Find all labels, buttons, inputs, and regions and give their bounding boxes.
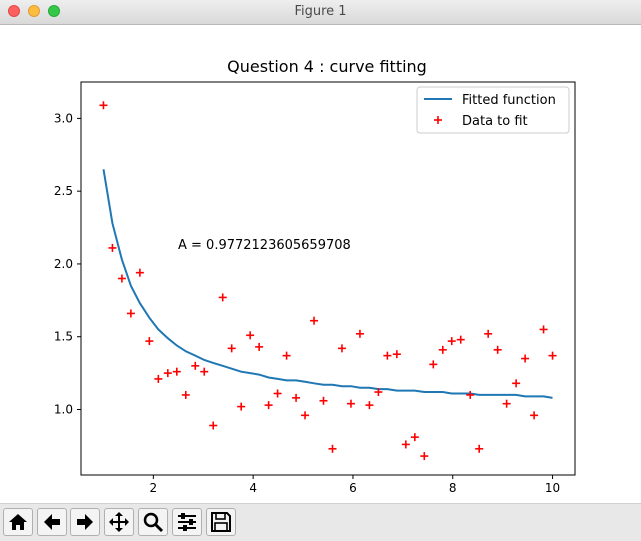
figure-canvas[interactable]: Question 4 : curve fitting 2 4 6 8 10 1.0 1.5… — [0, 25, 641, 503]
x-tick-label: 6 — [349, 481, 357, 495]
home-icon — [9, 514, 27, 530]
pan-icon — [109, 512, 129, 532]
data-point-marker — [301, 411, 310, 420]
data-point-marker — [273, 389, 282, 398]
data-point-marker — [355, 329, 364, 338]
pan-button[interactable] — [104, 508, 134, 536]
legend-entry-data-to-fit: Data to fit — [462, 114, 528, 129]
forward-icon — [77, 514, 93, 530]
save-button[interactable] — [206, 508, 236, 536]
data-point-marker — [401, 440, 410, 449]
minimize-window-button[interactable] — [28, 5, 40, 17]
data-point-marker — [456, 335, 465, 344]
x-tick-label: 8 — [449, 481, 457, 495]
data-point-marker — [172, 367, 181, 376]
data-point-marker — [530, 411, 539, 420]
data-point-marker — [493, 345, 502, 354]
forward-button[interactable] — [70, 508, 100, 536]
data-point-marker — [392, 350, 401, 359]
data-point-marker — [374, 388, 383, 397]
save-icon — [211, 512, 231, 532]
fitted-function-line — [102, 169, 553, 399]
data-point-marker — [191, 361, 200, 370]
x-axis: 2 4 6 8 10 — [150, 475, 560, 495]
data-point-marker — [145, 337, 154, 346]
data-point-marker — [108, 243, 117, 252]
data-point-marker — [292, 393, 301, 402]
data-point-marker — [447, 337, 456, 346]
data-point-marker — [383, 351, 392, 360]
data-point-marker — [346, 399, 355, 408]
data-point-marker — [154, 374, 163, 383]
data-point-marker — [466, 390, 475, 399]
data-point-marker — [181, 390, 190, 399]
plot-frame — [80, 81, 576, 476]
zoom-icon — [143, 512, 164, 533]
data-point-marker — [209, 421, 218, 430]
legend: Fitted function Data to fit — [416, 86, 570, 134]
legend-marker-swatch — [434, 116, 442, 124]
close-window-button[interactable] — [8, 5, 20, 17]
data-point-marker — [502, 399, 511, 408]
data-point-marker — [420, 452, 429, 461]
data-point-marker — [117, 274, 126, 283]
x-tick-label: 10 — [545, 481, 560, 495]
data-point-marker — [282, 351, 291, 360]
data-point-marker — [475, 444, 484, 453]
y-tick-label: 2.0 — [54, 257, 73, 271]
data-point-marker — [218, 293, 227, 302]
data-point-marker — [328, 444, 337, 453]
legend-entry-fitted-function: Fitted function — [462, 93, 556, 108]
fit-parameter-annotation: A = 0.9772123605659708 — [178, 238, 351, 253]
series-layer — [99, 101, 557, 461]
y-tick-label: 1.5 — [54, 330, 73, 344]
data-point-marker — [539, 325, 548, 334]
data-point-marker — [310, 316, 319, 325]
navigation-toolbar — [0, 503, 641, 541]
y-axis: 1.0 1.5 2.0 2.5 3.0 — [54, 111, 81, 417]
data-point-marker — [200, 367, 209, 376]
maximize-window-button[interactable] — [48, 5, 60, 17]
data-point-marker — [512, 379, 521, 388]
y-tick-label: 2.5 — [54, 184, 73, 198]
data-point-marker — [521, 354, 530, 363]
data-point-marker — [264, 401, 273, 410]
back-button[interactable] — [37, 508, 67, 536]
data-point-marker — [337, 344, 346, 353]
data-point-marker — [227, 344, 236, 353]
home-button[interactable] — [3, 508, 33, 536]
data-point-marker — [135, 268, 144, 277]
data-point-marker — [319, 396, 328, 405]
configure-subplots-icon — [178, 513, 196, 531]
data-point-marker — [410, 433, 419, 442]
data-point-marker — [365, 401, 374, 410]
data-point-marker — [237, 402, 246, 411]
chart-title: Question 4 : curve fitting — [227, 57, 427, 76]
x-tick-label: 4 — [249, 481, 257, 495]
data-point-marker — [99, 101, 108, 110]
x-tick-label: 2 — [150, 481, 158, 495]
configure-subplots-button[interactable] — [172, 508, 202, 536]
y-tick-label: 3.0 — [54, 111, 73, 125]
legend-box — [416, 86, 570, 134]
data-point-marker — [255, 342, 264, 351]
data-point-marker — [438, 345, 447, 354]
back-icon — [44, 514, 60, 530]
chart: Question 4 : curve fitting 2 4 6 8 10 1.0 1.5… — [54, 57, 576, 495]
data-point-marker — [126, 309, 135, 318]
zoom-button[interactable] — [138, 508, 168, 536]
data-point-marker — [548, 351, 557, 360]
data-point-marker — [246, 331, 255, 340]
y-tick-label: 1.0 — [54, 403, 73, 417]
window-title: Figure 1 — [294, 4, 347, 19]
data-point-marker — [163, 369, 172, 378]
data-point-marker — [429, 360, 438, 369]
data-point-marker — [484, 329, 493, 338]
title-bar[interactable]: Figure 1 — [0, 0, 641, 25]
